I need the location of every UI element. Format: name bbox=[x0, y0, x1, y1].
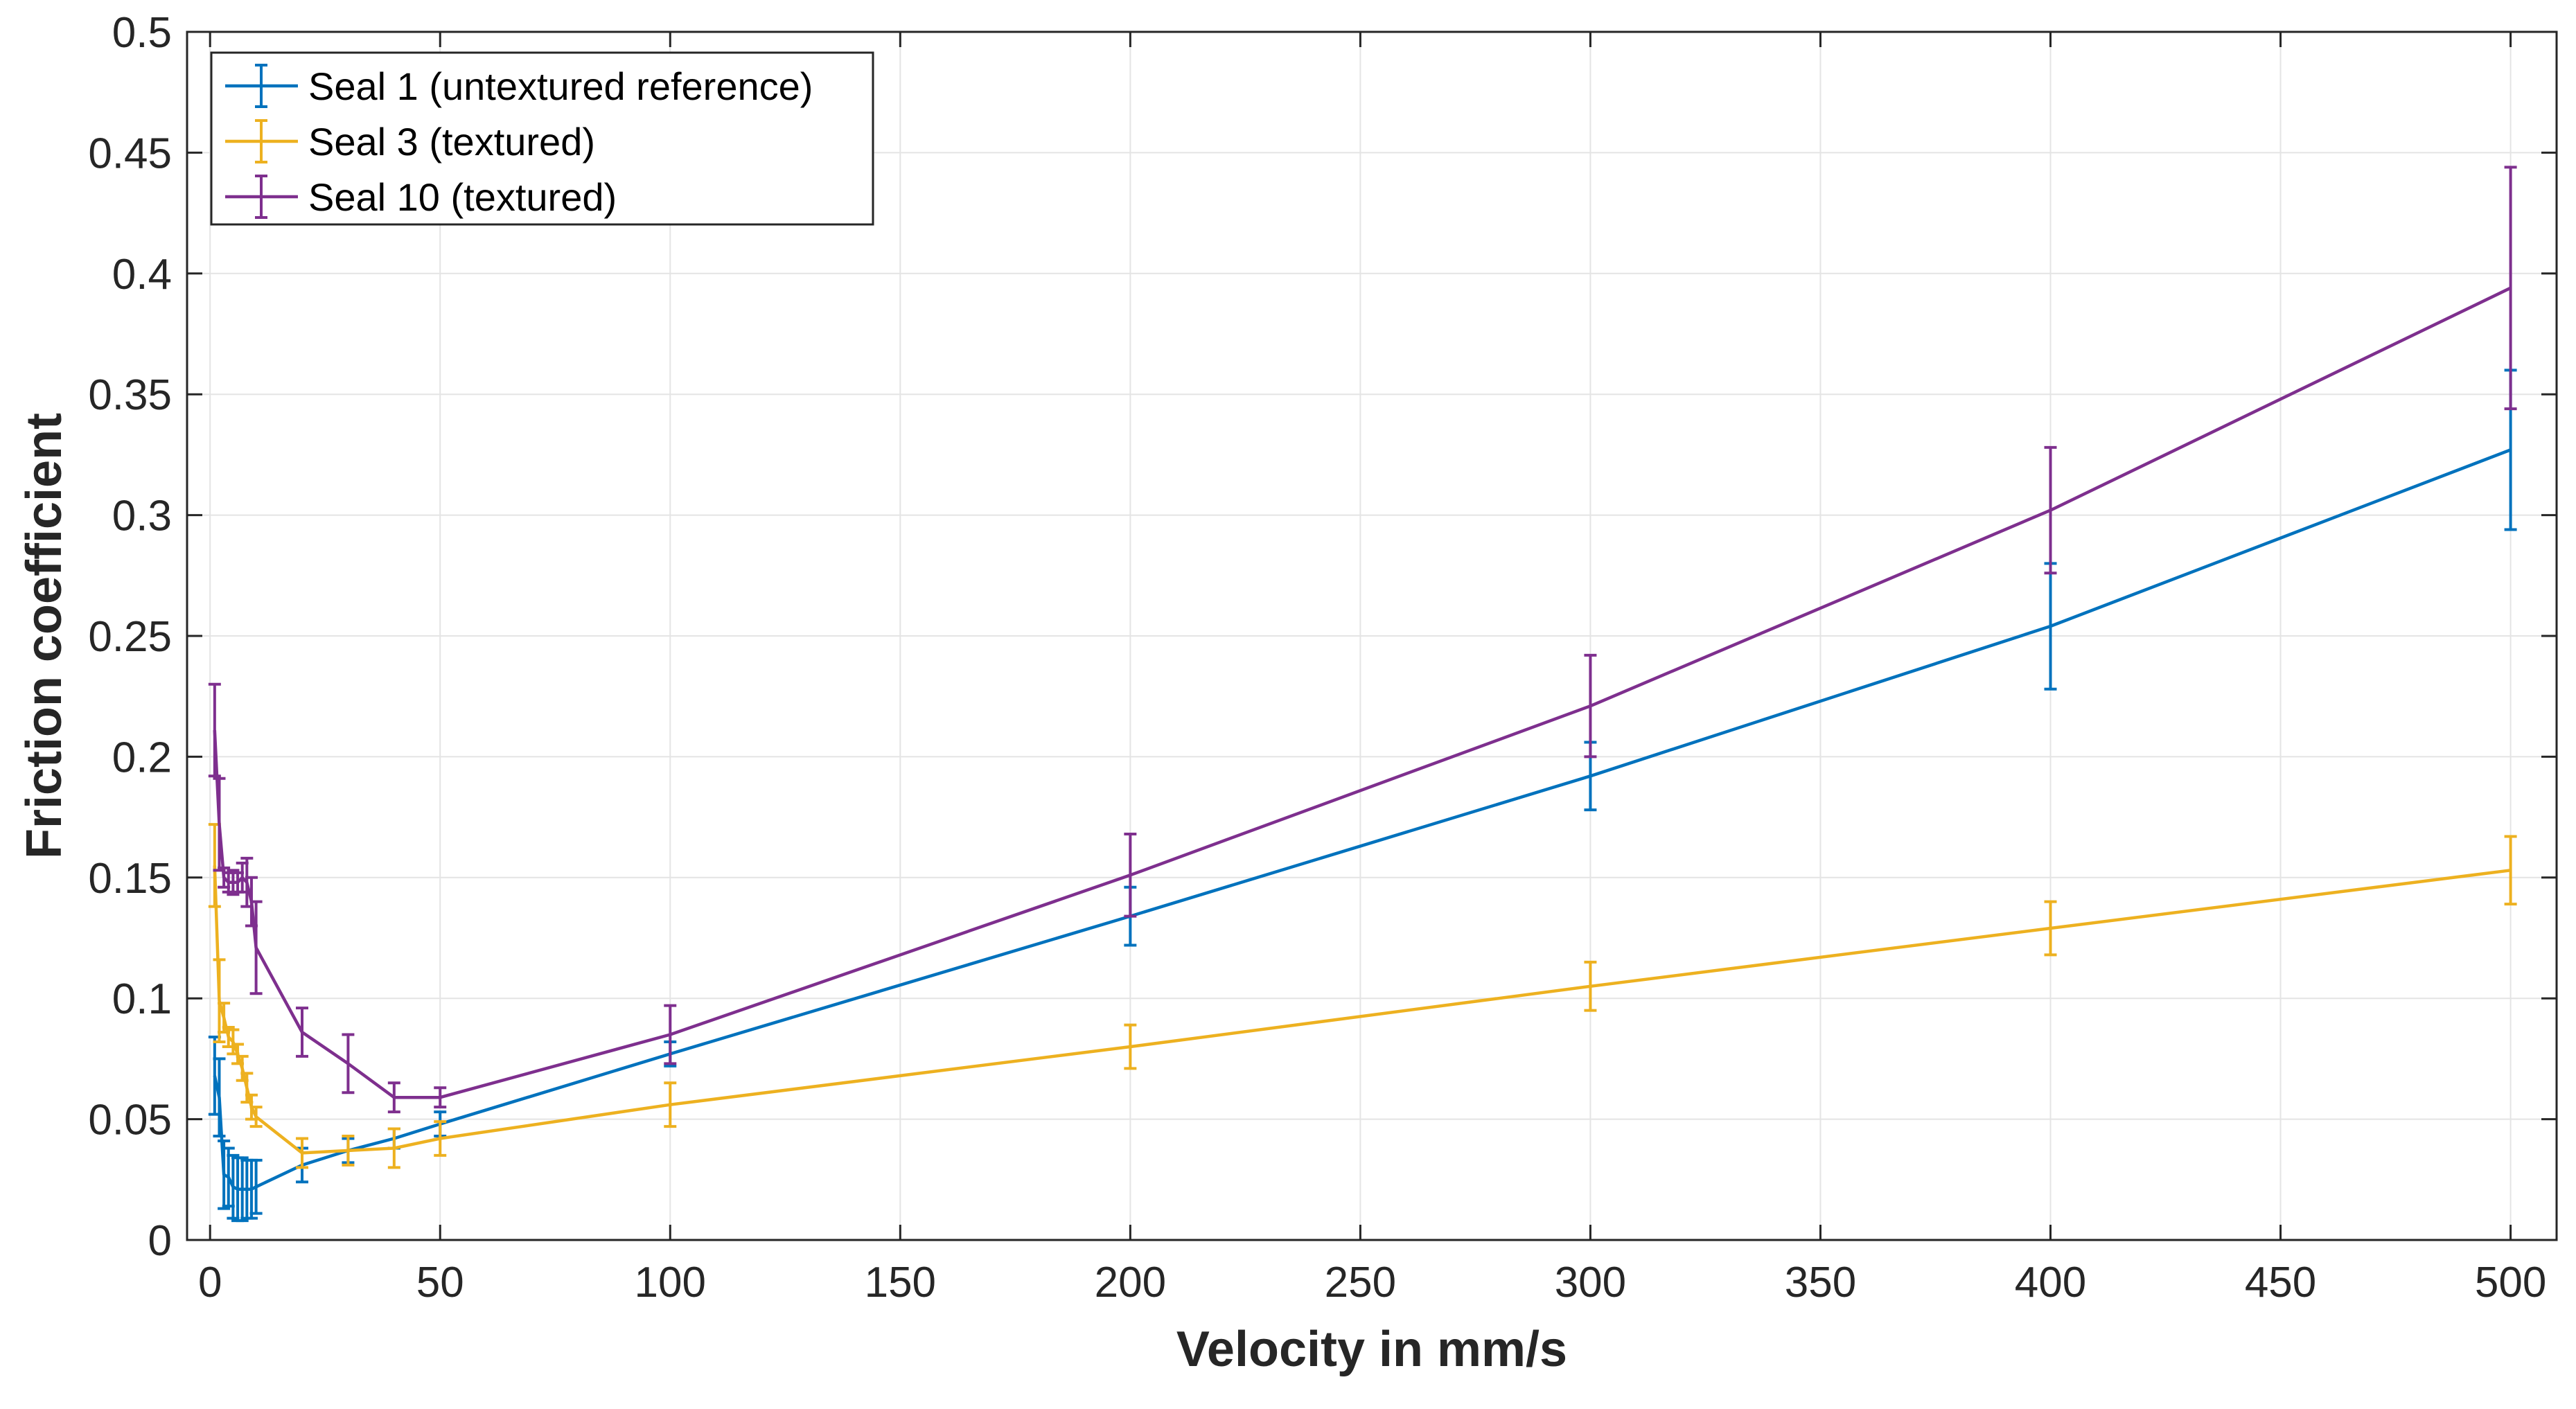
data-point bbox=[2049, 927, 2052, 930]
y-tick-label: 0.05 bbox=[88, 1097, 172, 1144]
x-tick-label: 450 bbox=[2245, 1259, 2316, 1306]
data-point bbox=[218, 1000, 220, 1002]
data-point bbox=[236, 881, 239, 884]
data-point bbox=[2049, 625, 2052, 628]
x-tick-label: 250 bbox=[1325, 1259, 1396, 1306]
legend-label: Seal 3 (textured) bbox=[308, 120, 595, 163]
legend-item: Seal 3 (textured) bbox=[225, 119, 595, 163]
data-point bbox=[218, 823, 220, 826]
x-tick-label: 50 bbox=[416, 1259, 464, 1306]
legend-label: Seal 1 (untextured reference) bbox=[308, 64, 813, 108]
data-point bbox=[227, 881, 230, 884]
data-point bbox=[222, 1016, 225, 1019]
data-point bbox=[213, 1074, 216, 1077]
data-point bbox=[222, 1173, 225, 1176]
data-point bbox=[1129, 874, 1131, 876]
x-tick-label: 500 bbox=[2475, 1259, 2546, 1306]
x-tick-label: 150 bbox=[865, 1259, 936, 1306]
x-tick-label: 350 bbox=[1785, 1259, 1856, 1306]
data-point bbox=[231, 881, 234, 884]
data-point bbox=[669, 1034, 671, 1036]
data-point bbox=[227, 1176, 230, 1178]
data-point bbox=[245, 881, 248, 884]
legend-box bbox=[210, 51, 874, 226]
data-point bbox=[255, 1115, 258, 1118]
data-point bbox=[241, 876, 244, 879]
y-tick-label: 0.45 bbox=[88, 130, 172, 177]
data-point bbox=[2509, 869, 2512, 871]
legend-label: Seal 10 (textured) bbox=[308, 175, 617, 219]
series-3 bbox=[208, 166, 2517, 1114]
data-point bbox=[241, 1188, 244, 1191]
y-axis-label: Friction coefficient bbox=[17, 413, 72, 859]
y-tick-label: 0.25 bbox=[88, 613, 172, 661]
legend-item: Seal 10 (textured) bbox=[225, 175, 617, 219]
y-tick-label: 0.5 bbox=[112, 9, 172, 57]
y-tick-label: 0.1 bbox=[112, 975, 172, 1023]
y-tick-label: 0.4 bbox=[112, 251, 172, 299]
data-point bbox=[1129, 1045, 1131, 1048]
data-point bbox=[236, 1052, 239, 1055]
legend-item: Seal 1 (untextured reference) bbox=[225, 64, 813, 108]
data-point bbox=[241, 1067, 244, 1070]
data-point bbox=[245, 1188, 248, 1191]
x-tick-label: 0 bbox=[198, 1259, 222, 1306]
data-point bbox=[231, 1040, 234, 1043]
y-tick-label: 0.35 bbox=[88, 371, 172, 419]
data-point bbox=[2049, 509, 2052, 512]
data-point bbox=[301, 1031, 303, 1034]
data-point bbox=[218, 1096, 220, 1099]
data-point bbox=[439, 1096, 441, 1099]
data-point bbox=[1589, 985, 1591, 988]
x-tick-label: 100 bbox=[635, 1259, 706, 1306]
data-point bbox=[236, 1188, 239, 1191]
data-point bbox=[1589, 774, 1591, 777]
series-2 bbox=[208, 823, 2517, 1169]
data-point bbox=[393, 1096, 396, 1099]
data-point bbox=[669, 1104, 671, 1106]
data-point bbox=[255, 946, 258, 949]
data-point bbox=[222, 876, 225, 879]
data-point bbox=[346, 1062, 349, 1065]
y-tick-label: 0.2 bbox=[112, 734, 172, 781]
data-point bbox=[2509, 287, 2512, 290]
data-point bbox=[255, 1185, 258, 1188]
legend: Seal 1 (untextured reference) Seal 3 (tex… bbox=[210, 51, 874, 226]
series-layer bbox=[208, 166, 2517, 1223]
data-point bbox=[231, 1185, 234, 1188]
x-tick-label: 300 bbox=[1555, 1259, 1626, 1306]
x-axis-label: Velocity in mm/s bbox=[1176, 1322, 1567, 1377]
x-tick-label: 200 bbox=[1095, 1259, 1166, 1306]
x-tick-label: 400 bbox=[2015, 1259, 2086, 1306]
data-point bbox=[250, 1188, 253, 1191]
data-point bbox=[393, 1146, 396, 1149]
data-point bbox=[439, 1137, 441, 1140]
y-tick-label: 0.15 bbox=[88, 855, 172, 903]
data-point bbox=[301, 1151, 303, 1154]
y-tick-label: 0 bbox=[148, 1217, 172, 1265]
data-point bbox=[227, 1036, 230, 1038]
data-point bbox=[245, 1086, 248, 1089]
data-point bbox=[213, 729, 216, 732]
y-tick-label: 0.3 bbox=[112, 493, 172, 540]
data-point bbox=[346, 1149, 349, 1152]
tick-layer: 0 50 100 150 200 250 300 350 400 450 500 0 0.05 0.1 0.… bbox=[88, 9, 2557, 1306]
data-point bbox=[1589, 704, 1591, 707]
data-point bbox=[2509, 448, 2512, 451]
data-point bbox=[213, 864, 216, 867]
